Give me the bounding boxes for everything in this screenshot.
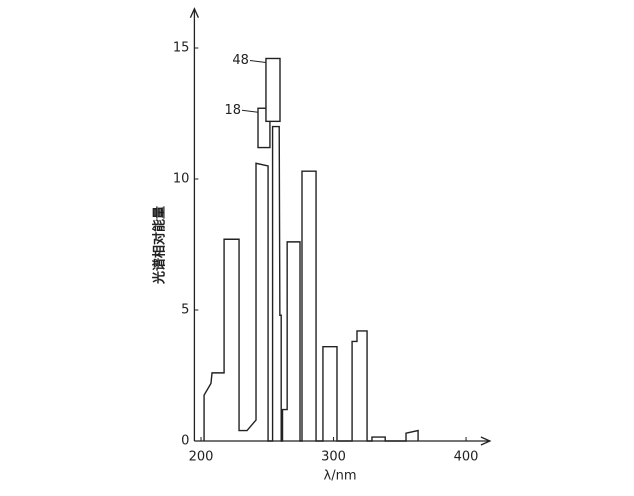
- x-axis-arrow: [480, 436, 492, 446]
- y-tick-label: 15: [173, 41, 190, 56]
- label-leader: [241, 109, 259, 113]
- broken-bar: [265, 57, 281, 123]
- y-tick-label: 0: [181, 434, 189, 449]
- broken-bar: [257, 107, 271, 149]
- y-axis-arrow: [189, 7, 199, 18]
- x-tick-label: 300: [321, 450, 346, 465]
- broken-bar-label: 48: [232, 53, 249, 68]
- y-axis-label: 光谱相对能量: [152, 206, 168, 285]
- broken-bar-label: 18: [224, 103, 241, 118]
- x-axis-label: λ/nm: [324, 469, 357, 484]
- x-tick-label: 200: [189, 450, 214, 465]
- y-tick-label: 5: [181, 303, 189, 318]
- x-tick-label: 400: [454, 450, 479, 465]
- y-tick-label: 10: [173, 172, 190, 187]
- label-leader: [249, 59, 267, 63]
- spectrum-line: [203, 125, 419, 442]
